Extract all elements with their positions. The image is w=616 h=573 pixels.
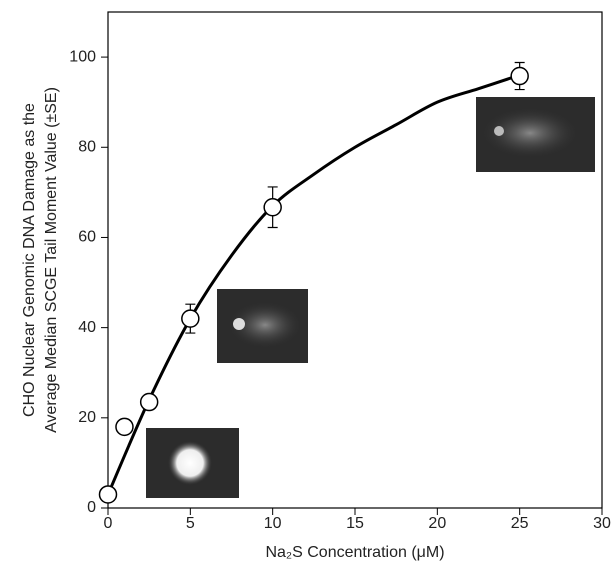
data-point xyxy=(510,66,529,86)
data-point xyxy=(263,197,282,217)
x-tick-label: 5 xyxy=(186,515,195,532)
x-axis-label: Na₂S Concentration (μM) xyxy=(265,544,444,561)
y-tick-label: 60 xyxy=(78,229,96,246)
data-point xyxy=(139,392,159,412)
comet-images xyxy=(146,97,595,498)
y-tick-label: 0 xyxy=(87,499,96,516)
x-tick-label: 10 xyxy=(264,515,282,532)
x-tick-label: 25 xyxy=(511,515,529,532)
y-axis-label: Average Median SCGE Tail Moment Value (±… xyxy=(43,87,60,433)
x-tick-label: 30 xyxy=(593,515,611,532)
x-tick-label: 20 xyxy=(428,515,446,532)
data-point xyxy=(98,485,118,504)
comet-head xyxy=(168,441,212,485)
y-axis-label: CHO Nuclear Genomic DNA Damage as the xyxy=(21,103,38,417)
comet-head xyxy=(233,318,245,330)
comet-tail xyxy=(227,301,303,349)
comet-head xyxy=(494,126,504,136)
x-tick-label: 0 xyxy=(104,515,113,532)
data-point xyxy=(115,417,134,437)
x-tick-label: 15 xyxy=(346,515,364,532)
y-tick-label: 40 xyxy=(78,319,96,336)
y-tick-label: 80 xyxy=(78,138,96,155)
data-point xyxy=(181,309,200,328)
y-tick-label: 100 xyxy=(69,48,96,65)
y-tick-label: 20 xyxy=(78,409,96,426)
comet-tail xyxy=(480,107,580,159)
fit-curve xyxy=(106,73,521,496)
